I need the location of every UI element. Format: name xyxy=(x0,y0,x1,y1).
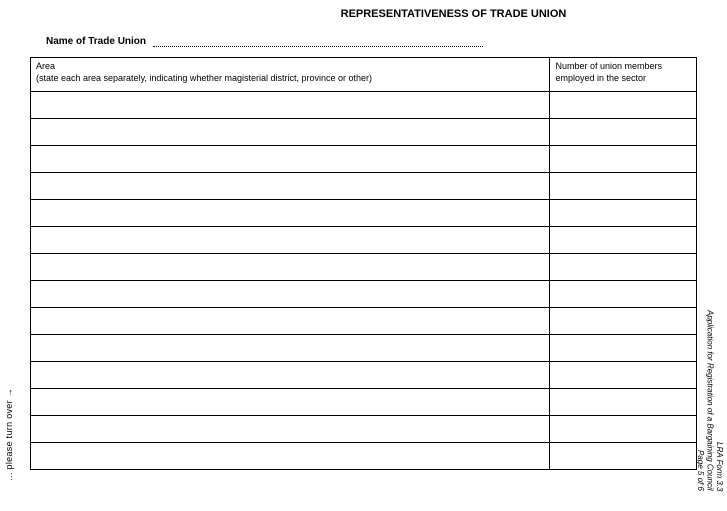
table-row xyxy=(31,362,697,389)
cell-members[interactable] xyxy=(550,308,697,335)
table-row xyxy=(31,200,697,227)
table-row xyxy=(31,254,697,281)
cell-area[interactable] xyxy=(31,335,550,362)
table-row xyxy=(31,443,697,470)
cell-area[interactable] xyxy=(31,308,550,335)
table-row xyxy=(31,389,697,416)
cell-members[interactable] xyxy=(550,362,697,389)
table-row xyxy=(31,227,697,254)
name-of-union-line: Name of Trade Union xyxy=(30,36,697,47)
cell-members[interactable] xyxy=(550,146,697,173)
cell-area[interactable] xyxy=(31,146,550,173)
cell-area[interactable] xyxy=(31,119,550,146)
header-members: Number of union members employed in the … xyxy=(550,58,697,92)
form-number: LRA Form 3.3 xyxy=(714,310,724,491)
table-row xyxy=(31,92,697,119)
table-row xyxy=(31,281,697,308)
cell-members[interactable] xyxy=(550,92,697,119)
table-body xyxy=(31,92,697,470)
cell-members[interactable] xyxy=(550,389,697,416)
representativeness-table: Area (state each area separately, indica… xyxy=(30,57,697,470)
cell-area[interactable] xyxy=(31,389,550,416)
table-row xyxy=(31,308,697,335)
cell-members[interactable] xyxy=(550,200,697,227)
cell-members[interactable] xyxy=(550,173,697,200)
cell-area[interactable] xyxy=(31,92,550,119)
cell-members[interactable] xyxy=(550,119,697,146)
turn-over-note: ... please turn over → xyxy=(4,388,14,481)
table-row xyxy=(31,335,697,362)
table-row xyxy=(31,416,697,443)
cell-area[interactable] xyxy=(31,227,550,254)
header-area-title: Area xyxy=(36,61,55,71)
cell-members[interactable] xyxy=(550,281,697,308)
cell-area[interactable] xyxy=(31,416,550,443)
name-label: Name of Trade Union xyxy=(46,36,146,47)
cell-area[interactable] xyxy=(31,281,550,308)
table-row xyxy=(31,119,697,146)
cell-area[interactable] xyxy=(31,254,550,281)
cell-members[interactable] xyxy=(550,335,697,362)
table-row xyxy=(31,173,697,200)
cell-members[interactable] xyxy=(550,443,697,470)
cell-members[interactable] xyxy=(550,254,697,281)
page-content: REPRESENTATIVENESS OF TRADE UNION Name o… xyxy=(30,8,697,503)
cell-area[interactable] xyxy=(31,443,550,470)
form-footer: LRA Form 3.3 Application for Registratio… xyxy=(695,310,724,491)
form-description: Application for Registration of a Bargai… xyxy=(705,310,715,491)
name-input-line[interactable] xyxy=(153,37,483,47)
table-header-row: Area (state each area separately, indica… xyxy=(31,58,697,92)
header-area-sub: (state each area separately, indicating … xyxy=(36,73,372,83)
table-row xyxy=(31,146,697,173)
page-title: REPRESENTATIVENESS OF TRADE UNION xyxy=(30,8,697,20)
cell-area[interactable] xyxy=(31,173,550,200)
cell-members[interactable] xyxy=(550,227,697,254)
cell-area[interactable] xyxy=(31,200,550,227)
header-area: Area (state each area separately, indica… xyxy=(31,58,550,92)
cell-members[interactable] xyxy=(550,416,697,443)
cell-area[interactable] xyxy=(31,362,550,389)
